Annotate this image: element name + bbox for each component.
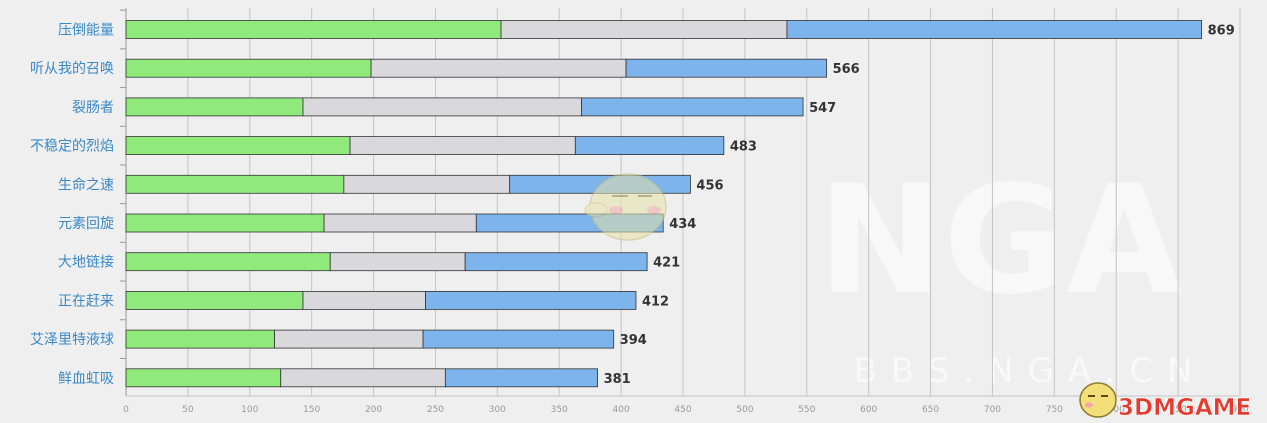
total-value-label: 381 [604,372,631,387]
x-tick-label: 500 [736,405,753,415]
bar-segment [574,136,725,156]
total-value-label: 547 [809,101,836,116]
x-tick-label: 400 [613,405,630,415]
bar-segment [786,20,1203,39]
x-tick-label: 100 [241,405,258,415]
total-value-label: 421 [653,256,680,271]
bar-segment [425,290,637,310]
bar-segment [464,252,648,272]
mascot-watermark [584,173,667,241]
category-label: 裂肠者 [72,100,114,116]
bar-segment [125,136,351,156]
3dmgame-logo-text: 3DMGAME [1118,395,1251,421]
category-label: 生命之速 [58,176,114,193]
bar-segment [125,329,275,349]
total-value-label: 394 [620,333,647,348]
total-value-label: 434 [669,217,696,232]
bar-segment [302,290,426,310]
x-tick-label: 750 [1046,405,1063,415]
x-tick-label: 350 [551,405,568,415]
logo-mascot-cheek [1085,402,1093,408]
x-tick-label: 50 [182,405,194,415]
x-tick-label: 200 [365,405,382,415]
category-label: 正在赶来 [58,293,114,309]
bar-segment [125,174,345,194]
x-tick-label: 800 [1108,405,1125,415]
overlay-layer: 3DMGAME [584,173,1252,421]
bar-segment [370,58,627,78]
total-value-label: 566 [833,62,860,77]
category-label: 压倒能量 [58,23,114,39]
category-label: 艾泽里特液球 [30,332,114,348]
bar-segment [274,329,424,349]
x-tick-label: 550 [798,405,815,415]
bar-segment [302,97,582,117]
x-tick-label: 900 [1231,405,1248,415]
bar-segment [329,252,466,272]
label-layer: 0 50 100 150 200 250 300 350 400 450 500 550 600 650 7… [30,23,1249,416]
bar-segment [581,97,804,117]
category-label: 不稳定的烈焰 [30,139,114,155]
x-tick-label: 650 [922,405,939,415]
nga-watermark-url: BBS.NGA.CN [854,351,1207,391]
bar-segment [349,136,576,156]
bar-segment [625,58,827,78]
category-label: 鲜血虹吸 [58,371,114,387]
bar-segment [422,329,615,349]
bar-segment [280,368,446,388]
total-value-label: 412 [642,294,669,309]
mascot-cheek [647,206,661,214]
bar-segment [125,290,304,310]
bar-segment [125,213,325,233]
x-tick-label: 850 [1170,405,1187,415]
bar-segment [125,20,502,39]
category-label: 大地链接 [58,254,114,271]
total-value-label: 869 [1208,24,1235,39]
bar-segment [125,252,331,272]
watermark-layer: NGA BBS.NGA.CN [818,154,1207,391]
bar-layer [125,20,1203,388]
bar-segment [343,174,511,194]
bar-segment [444,368,598,388]
nga-watermark-logo: NGA [818,154,1183,328]
mascot-wing [584,202,608,218]
x-tick-label: 600 [860,405,877,415]
total-value-label: 456 [696,178,723,193]
bar-segment [125,97,304,117]
bar-segment [500,20,788,39]
bar-segment [125,368,282,388]
x-tick-label: 150 [303,405,320,415]
3dmgame-logo: 3DMGAME [1079,382,1252,421]
category-label: 元素回旋 [58,216,114,232]
x-tick-label: 450 [674,405,691,415]
mascot-cheek [609,206,623,214]
x-tick-label: 700 [984,405,1001,415]
bar-segment [323,213,477,233]
x-tick-label: 250 [427,405,444,415]
logo-mascot-head [1079,382,1117,418]
total-value-label: 483 [730,140,757,155]
x-tick-label: 300 [489,405,506,415]
x-tick-label: 0 [123,405,129,415]
category-label: 听从我的召唤 [30,60,114,77]
bar-segment [125,58,372,78]
